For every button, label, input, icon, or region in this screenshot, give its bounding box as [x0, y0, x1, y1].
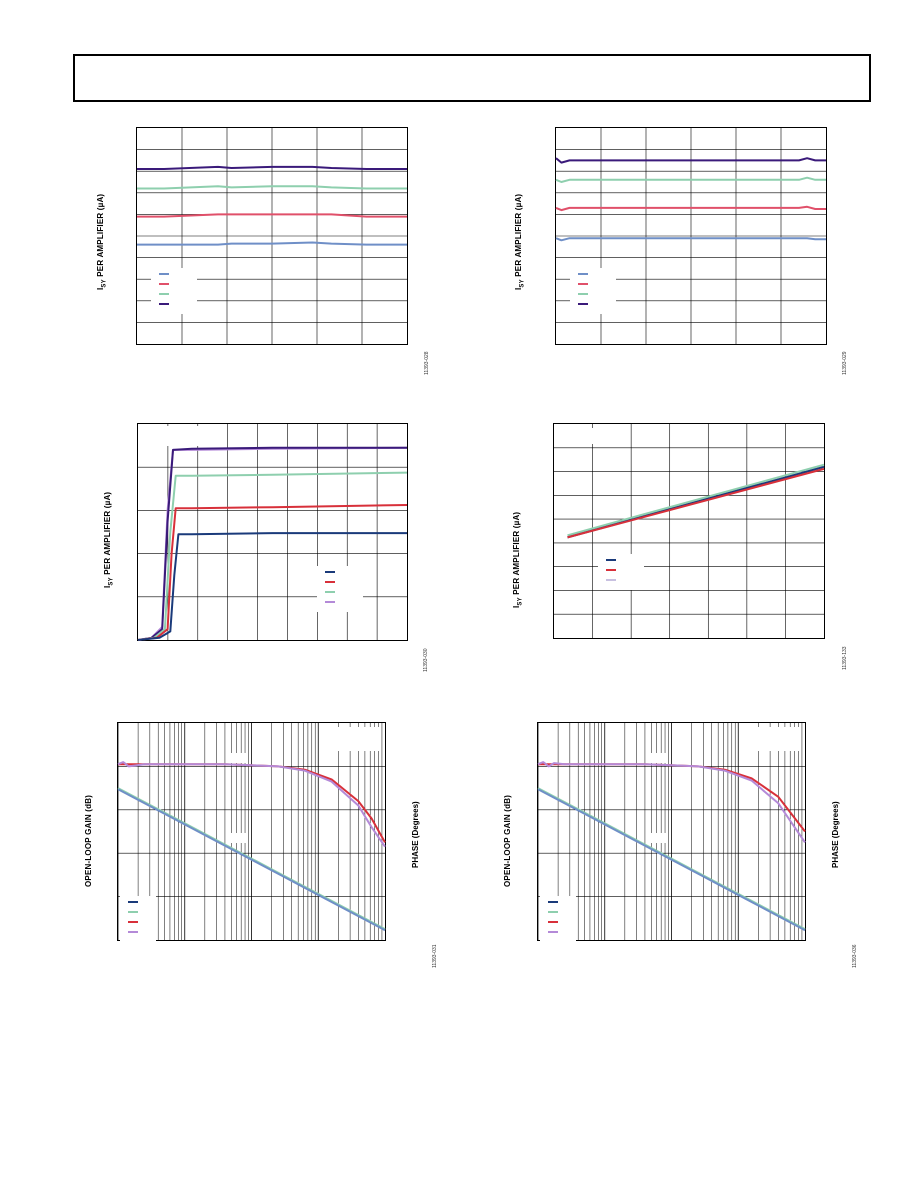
- chart-open-loop-gain-2: [537, 722, 806, 942]
- y-axis-label-right: PHASE (Degrees): [411, 801, 420, 868]
- series-line-2: [567, 467, 825, 539]
- annotation-box: [753, 727, 801, 751]
- series-line-1: [137, 185, 407, 190]
- chart-svg: [117, 723, 386, 942]
- legend-box: [120, 896, 156, 942]
- series-line-0: [555, 157, 826, 164]
- chart-open-loop-gain-1: [117, 722, 386, 942]
- chart-isy-2: [555, 127, 827, 345]
- annotation-box: [227, 833, 248, 843]
- series-line-2: [555, 205, 826, 212]
- series-line-1: [117, 761, 386, 848]
- chart-svg: [137, 424, 408, 641]
- y-axis-label: ISY PER AMPLIFIER (µA): [96, 193, 108, 290]
- series-line-2: [137, 471, 408, 641]
- series-line-3: [117, 788, 386, 932]
- legend-box: [540, 896, 576, 942]
- annotation-box: [558, 428, 630, 444]
- legend-box: [570, 268, 616, 314]
- annotation-box: [647, 753, 668, 763]
- figure-code: 11393-133: [842, 646, 848, 670]
- figure-code: 11393-031: [432, 944, 438, 968]
- chart-svg: [555, 128, 826, 344]
- series-line-0: [567, 463, 825, 537]
- series-line-1: [137, 446, 407, 641]
- series-line-1: [555, 176, 826, 183]
- y-axis-label-right: PHASE (Degrees): [831, 801, 840, 868]
- y-axis-label: ISY PER AMPLIFIER (µA): [103, 491, 115, 588]
- chart-svg: [537, 723, 806, 942]
- annotation-box: [647, 833, 668, 843]
- annotation-box: [227, 753, 248, 763]
- chart-svg: [554, 424, 825, 638]
- series-line-3: [537, 788, 806, 932]
- y-axis-label: ISY PER AMPLIFIER (µA): [514, 193, 526, 290]
- y-axis-label-left: OPEN-LOOP GAIN (dB): [503, 794, 512, 887]
- series-line-3: [137, 504, 408, 641]
- series-line-1: [537, 761, 806, 843]
- figure-code: 11393-036: [852, 944, 858, 968]
- legend-box: [317, 566, 363, 612]
- figure-code: 11393-028: [424, 351, 430, 375]
- legend-box: [598, 554, 644, 590]
- annotation-box: [166, 426, 226, 446]
- page-header-box: [73, 54, 871, 102]
- series-line-3: [555, 237, 826, 242]
- chart-isy-3: [137, 423, 408, 641]
- series-line-3: [137, 241, 407, 246]
- series-line-0: [137, 165, 407, 170]
- annotation-box: [333, 727, 381, 751]
- figure-code: 11393-030: [423, 648, 429, 672]
- y-axis-label-left: OPEN-LOOP GAIN (dB): [84, 794, 93, 887]
- legend-box: [151, 268, 197, 314]
- figure-code: 11393-029: [842, 351, 848, 375]
- chart-isy-1: [136, 127, 408, 345]
- chart-svg: [137, 128, 407, 344]
- y-axis-label: ISY PER AMPLIFIER (µA): [512, 511, 524, 608]
- series-line-4: [137, 532, 407, 641]
- series-line-2: [137, 213, 407, 218]
- chart-isy-4: [553, 423, 825, 639]
